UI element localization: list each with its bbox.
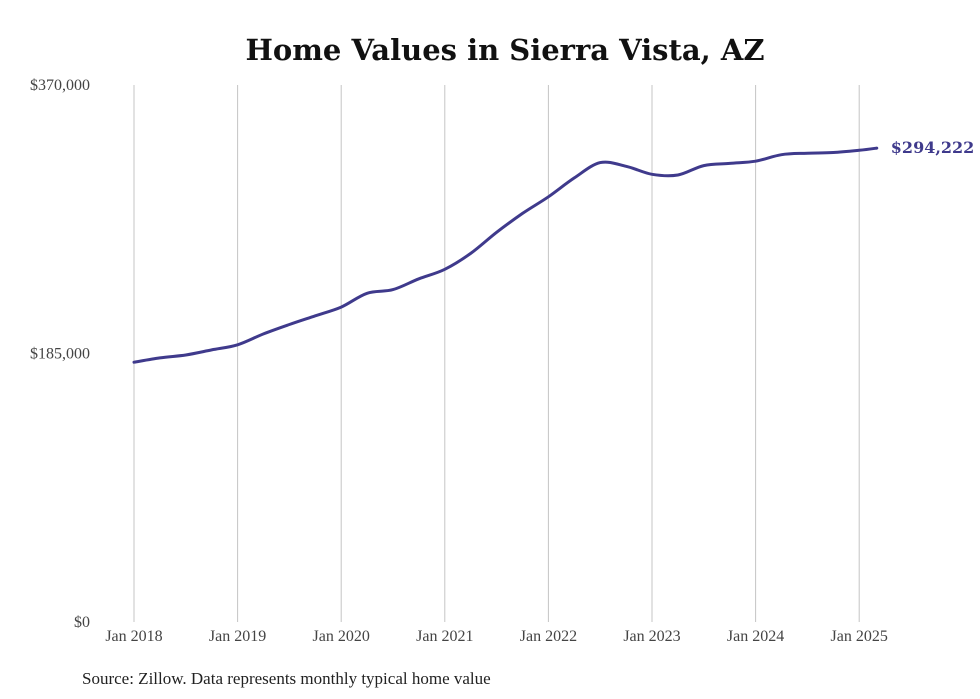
x-axis-ticks: Jan 2018 Jan 2019 Jan 2020 Jan 2021 Jan 2022…: [105, 628, 888, 645]
x-tick-label-4: Jan 2022: [520, 628, 577, 645]
x-tick-label-6: Jan 2024: [727, 628, 784, 645]
x-tick-label-0: Jan 2018: [105, 628, 162, 645]
gridlines: [133, 85, 860, 622]
x-tick-label-7: Jan 2025: [831, 628, 888, 645]
series-group: $294,222: [132, 138, 975, 364]
x-tick-label-3: Jan 2021: [416, 628, 473, 645]
y-axis-ticks: $0 $185,000 $370,000: [30, 77, 90, 631]
x-tick-label-5: Jan 2023: [623, 628, 680, 645]
source-note: Source: Zillow. Data represents monthly …: [82, 669, 491, 688]
chart-title: Home Values in Sierra Vista, AZ: [245, 33, 764, 67]
x-tick-label-1: Jan 2019: [209, 628, 266, 645]
series-line-0: [132, 146, 879, 364]
y-tick-label-1: $185,000: [30, 346, 90, 363]
y-tick-label-0: $0: [74, 614, 90, 631]
x-tick-label-2: Jan 2020: [313, 628, 370, 645]
y-tick-label-2: $370,000: [30, 77, 90, 94]
end-value-label-0: $294,222: [891, 138, 975, 157]
